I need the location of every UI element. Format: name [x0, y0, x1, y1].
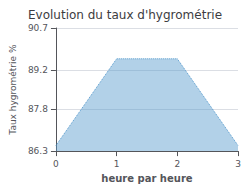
svg-text:90.7: 90.7: [28, 23, 48, 33]
svg-text:3: 3: [235, 159, 241, 169]
svg-text:87.8: 87.8: [28, 104, 48, 114]
svg-text:89.2: 89.2: [28, 65, 48, 75]
svg-text:0: 0: [53, 159, 59, 169]
svg-text:2: 2: [174, 159, 180, 169]
svg-text:1: 1: [114, 159, 120, 169]
svg-text:heure par heure: heure par heure: [101, 173, 192, 184]
svg-text:Taux hygrométrie %: Taux hygrométrie %: [8, 44, 18, 136]
svg-text:Evolution du taux d'hygrométri: Evolution du taux d'hygrométrie: [28, 8, 222, 22]
svg-text:86.3: 86.3: [28, 146, 48, 156]
